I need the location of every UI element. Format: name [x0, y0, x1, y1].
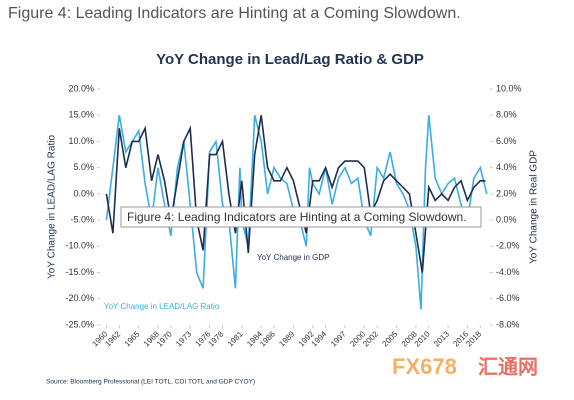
source: Source: Bloomberg Professional (LEI TOTL… [46, 379, 255, 386]
x-tick-label: 1997 [329, 329, 348, 348]
y-tick-label: -15.0% [65, 267, 94, 277]
x-tick-label: 2013 [432, 329, 451, 348]
annotation: YoY Change in GDP [257, 253, 330, 262]
x-tick-label: 1962 [103, 329, 122, 348]
tooltip: Figure 4: Leading Indicators are Hinting… [127, 210, 467, 224]
x-tick-label: 1981 [226, 329, 245, 348]
x-tick-label: 1994 [310, 329, 329, 348]
y-tick-label: 5.0% [73, 162, 94, 172]
y-axis-label: YoY Change in LEAD/LAG Ratio [47, 135, 58, 279]
watermark: FX678 [392, 354, 457, 379]
x-tick-label: 2010 [413, 329, 432, 348]
y2-tick-label: 6.0% [496, 136, 517, 146]
y2-tick-label: 2.0% [496, 188, 517, 198]
x-tick-label: 2018 [464, 329, 483, 348]
x-tick-label: 1989 [277, 329, 296, 348]
x-tick-label: 1970 [155, 329, 174, 348]
x-tick-label: 2002 [361, 329, 380, 348]
y2-tick-label: 0.0% [496, 214, 517, 224]
y-tick-label: -25.0% [65, 319, 94, 329]
y2-tick-label: -8.0% [496, 319, 520, 329]
y-tick-label: 10.0% [68, 136, 94, 146]
y2-axis-label: YoY Change in Real GDP [529, 150, 540, 264]
x-tick-label: 1973 [174, 329, 193, 348]
watermark: 汇通网 [478, 355, 538, 378]
y2-tick-label: -2.0% [496, 241, 520, 251]
y-tick-label: 0.0% [73, 188, 94, 198]
y2-tick-label: -4.0% [496, 267, 520, 277]
y-tick-label: 20.0% [68, 83, 94, 93]
y2-tick-label: -6.0% [496, 293, 520, 303]
chart-title: YoY Change in Lead/Lag Ratio & GDP [156, 51, 424, 68]
y-tick-label: -5.0% [70, 214, 94, 224]
y-tick-label: 15.0% [68, 110, 94, 120]
y2-tick-label: 10.0% [496, 83, 522, 93]
x-tick-label: 1986 [258, 329, 277, 348]
x-tick-label: 2005 [380, 329, 399, 348]
tooltip-box [120, 206, 482, 228]
x-tick-label: 1965 [123, 329, 142, 348]
header: Figure 4: Leading Indicators are Hinting… [8, 5, 461, 22]
y-tick-label: -20.0% [65, 293, 94, 303]
y-tick-label: -10.0% [65, 241, 94, 251]
annotation: YoY Change in LEAD/LAG Ratio [104, 302, 220, 311]
y2-tick-label: 8.0% [496, 110, 517, 120]
x-tick-label: 1978 [206, 329, 225, 348]
y2-tick-label: 4.0% [496, 162, 517, 172]
